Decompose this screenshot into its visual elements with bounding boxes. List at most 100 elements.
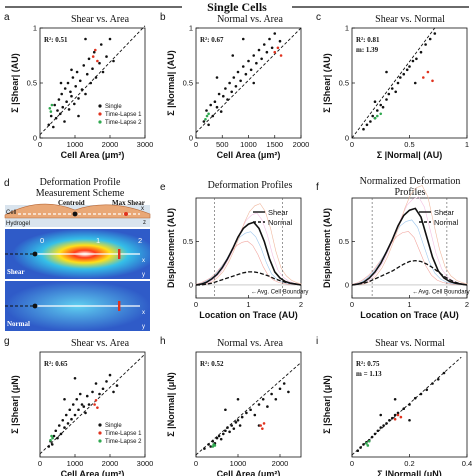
y-tick-label: 0.5 <box>183 237 193 246</box>
data-point <box>94 382 98 385</box>
legend-marker <box>98 112 102 116</box>
data-point <box>75 397 79 401</box>
data-point <box>203 447 206 450</box>
x-tick-label: 1 <box>246 300 250 309</box>
chart-title-i: Shear vs. Normal <box>375 338 445 349</box>
data-point <box>385 98 388 101</box>
data-point <box>241 37 245 41</box>
mean-line-shear <box>351 207 468 286</box>
data-point <box>92 50 96 54</box>
data-point <box>224 408 227 412</box>
data-point <box>207 443 210 446</box>
data-point <box>96 406 99 409</box>
data-point <box>390 87 394 90</box>
y-tick-label: 0 <box>33 134 37 143</box>
data-point <box>51 436 54 440</box>
x-tick-label: 2 <box>299 300 303 309</box>
data-point <box>396 411 400 415</box>
x-tick-label: 1 <box>407 300 411 309</box>
data-point <box>66 81 70 85</box>
fit-line-c <box>351 27 436 139</box>
data-point <box>49 438 52 442</box>
chart-title-c: Shear vs. Normal <box>375 14 445 25</box>
data-point <box>379 426 383 429</box>
data-point <box>52 125 55 129</box>
shear-centroid-marker <box>32 251 38 257</box>
data-point <box>65 100 68 103</box>
data-point <box>211 439 215 443</box>
data-point <box>84 411 87 415</box>
data-point <box>260 57 263 61</box>
shear-tick-2: 2 <box>138 236 142 245</box>
y-tick-label: 0.5 <box>339 237 349 246</box>
data-point <box>78 392 82 396</box>
y-tick-label: 0.5 <box>339 79 349 88</box>
x-tick-label: 2000 <box>102 140 119 149</box>
data-point <box>376 429 380 433</box>
data-point <box>222 94 225 98</box>
data-point <box>57 424 61 427</box>
data-point <box>365 123 369 127</box>
data-point <box>419 392 423 396</box>
data-point <box>419 50 423 54</box>
individual-trace <box>351 231 461 286</box>
normal-centroid-marker <box>32 303 38 309</box>
data-point <box>426 70 430 74</box>
data-point <box>408 65 411 68</box>
plot-frame-g <box>39 351 146 458</box>
axis-y-label-mid: y <box>142 272 145 278</box>
data-point <box>80 88 84 91</box>
normal-label: Normal <box>7 320 30 328</box>
data-point <box>436 378 440 381</box>
data-point <box>433 32 437 35</box>
stat-annotation: R²: 0.67 <box>200 36 224 44</box>
data-point <box>219 110 223 113</box>
x-axis-label-b: Cell Area (μm²) <box>217 150 281 160</box>
data-point <box>73 413 77 417</box>
x-tick-label: 2 <box>465 300 469 309</box>
data-point <box>48 107 52 110</box>
data-point <box>265 50 269 54</box>
stat-annotation: m = 1.13 <box>356 370 382 378</box>
data-point <box>60 92 63 96</box>
x-tick-label: 0.4 <box>462 459 472 468</box>
data-point <box>278 387 282 391</box>
data-point <box>59 112 62 116</box>
data-point <box>371 114 375 118</box>
boundary-annotation: ←Avg. Cell Boundary <box>412 290 469 296</box>
y-tick-label: 0 <box>345 134 349 143</box>
data-point <box>381 105 385 109</box>
data-point <box>85 72 89 76</box>
data-point <box>209 103 212 107</box>
chart-title-e: Deformation Profiles <box>208 180 293 191</box>
centroid-label: Centroid <box>58 199 85 207</box>
x-tick-label: 1000 <box>67 459 84 468</box>
boundary-annotation: ←Avg. Cell Boundary <box>251 290 308 296</box>
legend-entry: Single <box>105 104 122 110</box>
data-point <box>211 445 215 448</box>
data-point <box>61 418 65 422</box>
data-point <box>390 416 394 420</box>
data-point <box>63 397 66 401</box>
x-tick-label: 0 <box>194 459 198 468</box>
legend-marker <box>98 104 102 108</box>
data-point <box>279 54 283 57</box>
data-point <box>84 92 87 96</box>
centroid-marker <box>72 211 78 217</box>
panel-d-label: d <box>4 178 10 189</box>
panel-label-c: c <box>316 12 321 23</box>
data-point <box>231 54 235 57</box>
data-point <box>64 413 68 417</box>
data-point <box>78 79 82 83</box>
data-point <box>115 384 119 387</box>
data-point <box>287 390 290 394</box>
data-point <box>249 68 253 72</box>
y-axis-label-e: Displacement (AU) <box>166 208 176 288</box>
data-point <box>252 81 256 85</box>
shear-tick-0: 0 <box>40 236 44 245</box>
data-point <box>232 427 236 430</box>
data-point <box>50 443 54 446</box>
data-point <box>71 403 75 406</box>
y-axis-label-b: Σ |Normal| (AU) <box>166 50 176 115</box>
